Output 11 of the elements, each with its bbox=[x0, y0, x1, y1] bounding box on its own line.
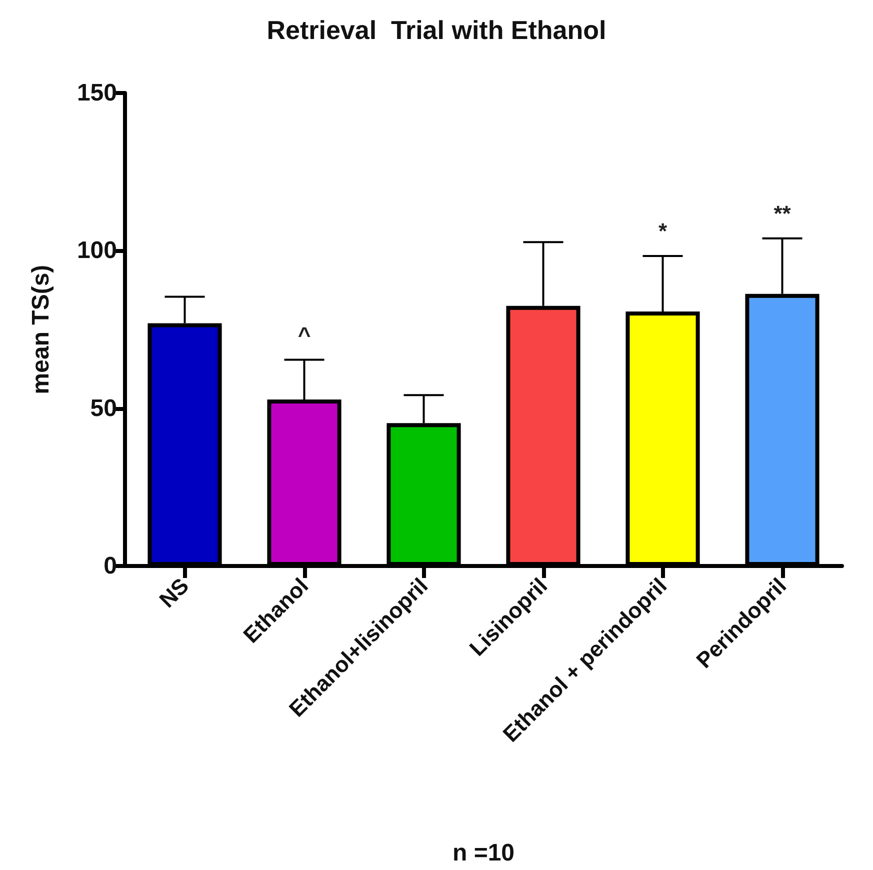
annotation: ** bbox=[774, 200, 792, 226]
y-tick-label: 50 bbox=[90, 394, 117, 422]
x-axis-title: n =10 bbox=[452, 840, 515, 866]
y-tick-label: 150 bbox=[76, 80, 117, 106]
y-tick-label: 0 bbox=[104, 552, 117, 580]
annotation: * bbox=[658, 218, 668, 244]
y-tick-label: 100 bbox=[76, 237, 117, 264]
chart-title: Retrieval Trial with Ethanol bbox=[266, 15, 606, 45]
annotation: ^ bbox=[298, 322, 311, 348]
y-axis-title: mean TS(s) bbox=[28, 264, 54, 394]
x-tick-label: NS bbox=[154, 573, 194, 612]
